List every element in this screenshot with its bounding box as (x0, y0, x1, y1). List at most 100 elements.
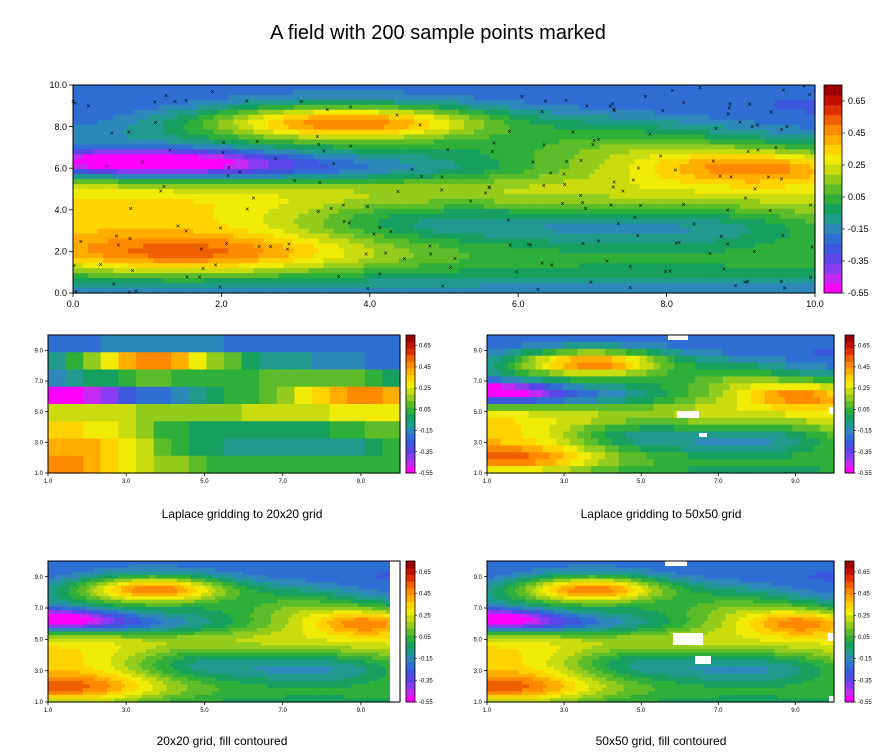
sample-point-marker: × (769, 110, 773, 117)
sample-point-marker: × (507, 129, 511, 136)
colorbar-swatch (406, 374, 415, 382)
sample-point-marker: × (768, 208, 772, 215)
colorbar-swatch (406, 413, 415, 421)
sample-point-marker: × (492, 140, 496, 147)
sample-point-marker: × (774, 145, 778, 152)
sample-point-marker: × (725, 242, 729, 249)
sample-point-marker: × (211, 89, 215, 96)
sample-point-marker: × (698, 85, 702, 92)
no-data-patch (677, 411, 699, 418)
colorbar-swatch (845, 440, 854, 448)
sample-point-marker: × (446, 147, 450, 154)
x-tick-label: 6.0 (512, 299, 525, 309)
x-tick-label: 1.0 (44, 708, 53, 714)
colorbar: 0.65 0.45 0.25 0.05 -0.15 -0.35 -0.55 (405, 560, 433, 706)
sample-point-marker: × (448, 265, 452, 272)
y-tick-label: 5.0 (474, 410, 483, 416)
sample-point-marker: × (286, 247, 290, 254)
colorbar-swatch (824, 193, 842, 205)
colorbar-swatch (845, 608, 854, 616)
colorbar-swatch (845, 453, 854, 461)
colorbar-label: -0.15 (419, 657, 433, 663)
colorbar-swatch (406, 394, 415, 402)
sample-point-marker: × (410, 167, 414, 174)
colorbar-swatch (824, 144, 842, 155)
sample-point-marker: × (184, 229, 188, 236)
sample-point-marker: × (341, 202, 345, 209)
no-data-patch (673, 633, 703, 645)
sample-point-marker: × (802, 84, 806, 91)
sample-point-marker: × (628, 285, 632, 292)
colorbar-swatch (845, 581, 854, 589)
sample-point-marker: × (726, 111, 730, 118)
colorbar-swatch (406, 594, 415, 602)
colorbar-swatch (845, 641, 854, 649)
sample-point-marker: × (668, 269, 672, 276)
sample-point-marker: × (682, 100, 686, 107)
sample-point-marker: × (336, 274, 340, 281)
sample-point-marker: × (677, 240, 681, 247)
colorbar-label: -0.15 (858, 429, 872, 435)
sample-point-marker: × (315, 134, 319, 141)
sample-point-marker: × (316, 209, 320, 216)
colorbar-label: 0.65 (419, 570, 431, 576)
colorbar-swatch (845, 348, 854, 356)
colorbar-swatch (406, 681, 415, 690)
colorbar: 0.65 0.45 0.25 0.05 -0.15 -0.35 -0.55 (823, 84, 869, 298)
colorbar-swatch (406, 466, 415, 474)
y-tick-label: 9.0 (474, 348, 483, 354)
colorbar-label: 0.05 (858, 407, 870, 413)
sample-point-marker: × (349, 143, 353, 150)
colorbar-swatch (406, 628, 415, 636)
sample-point-marker: × (199, 246, 203, 253)
sample-point-marker: × (185, 274, 189, 281)
colorbar-swatch (845, 675, 854, 683)
sample-point-marker: × (755, 123, 759, 130)
sample-point-marker: × (549, 170, 553, 177)
sample-point-marker: × (245, 98, 249, 105)
sample-point-marker: × (636, 233, 640, 240)
colorbar-swatch (824, 85, 842, 96)
colorbar-label: 0.45 (419, 592, 431, 598)
sample-point-marker: × (129, 206, 133, 213)
sample-point-marker: × (176, 223, 180, 230)
colorbar-swatch (845, 420, 854, 428)
sample-point-marker: × (74, 289, 78, 296)
sample-point-marker: × (728, 102, 732, 109)
colorbar-swatch (845, 459, 854, 467)
colorbar-swatch (845, 695, 854, 703)
x-tick-label: 1.0 (44, 479, 53, 485)
sample-points: × × × × × × × × × × × × × × × × × × × × × × × × × × × × × × × × × × × × × × × ×… (71, 84, 814, 298)
sample-point-marker: × (608, 104, 612, 111)
sample-point-marker: × (628, 264, 632, 271)
sample-point-marker: × (131, 268, 135, 275)
y-tick-label: 8.0 (54, 122, 67, 132)
sample-point-marker: × (287, 242, 291, 249)
x-tick-label: 1.0 (483, 479, 492, 485)
colorbar-label: -0.55 (848, 288, 869, 298)
sample-point-marker: × (527, 242, 531, 249)
sample-point-marker: × (597, 137, 601, 144)
field-cells (73, 85, 816, 294)
sample-point-marker: × (591, 142, 595, 149)
colorbar-label: -0.35 (858, 678, 872, 684)
colorbar-swatch (845, 413, 854, 421)
sample-point-marker: × (245, 206, 249, 213)
sample-point-marker: × (127, 130, 131, 137)
colorbar-swatch (845, 400, 854, 408)
sample-point-marker: × (592, 138, 596, 145)
colorbar-swatch (845, 688, 854, 696)
sample-point-marker: × (579, 158, 583, 165)
panel-main: 0.0 2.0 4.0 6.0 8.0 10.00.02.04.06.08.010.00.… (49, 80, 868, 309)
colorbar-swatch (406, 581, 415, 589)
sample-point-marker: × (621, 189, 625, 196)
y-tick-label: 1.0 (35, 471, 44, 477)
sample-point-marker: × (542, 143, 546, 150)
colorbar-label: 0.65 (419, 344, 431, 350)
sample-point-marker: × (440, 188, 444, 195)
colorbar-swatch (845, 387, 854, 395)
colorbar-swatch (845, 628, 854, 636)
sample-point-marker: × (563, 182, 567, 189)
sample-point-marker: × (218, 284, 222, 291)
y-tick-label: 3.0 (474, 669, 483, 675)
